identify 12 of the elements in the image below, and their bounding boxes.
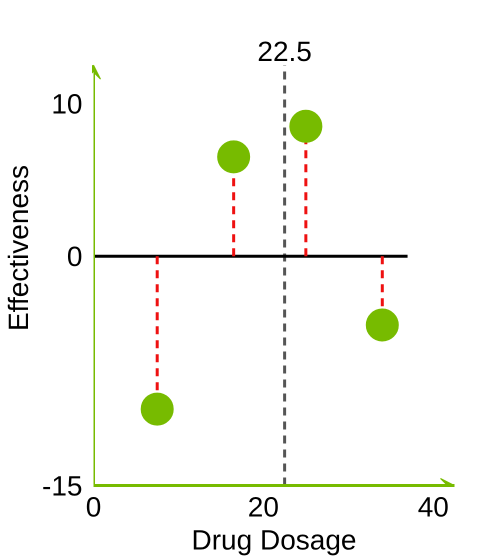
point [140, 392, 174, 426]
x-tick-label: 20 [248, 492, 279, 522]
y-tick-label: 0 [66, 241, 83, 272]
point [366, 308, 399, 342]
ref-line-label: 22.5 [257, 36, 312, 68]
point [217, 140, 250, 174]
y-tick-label: 10 [51, 88, 83, 120]
y-axis-title: Effectiveness [3, 164, 34, 332]
x-tick-label: 40 [418, 492, 449, 522]
x-axis-title: Drug Dosage [192, 524, 356, 556]
y-tick-label: -15 [42, 470, 82, 502]
point [289, 110, 322, 143]
